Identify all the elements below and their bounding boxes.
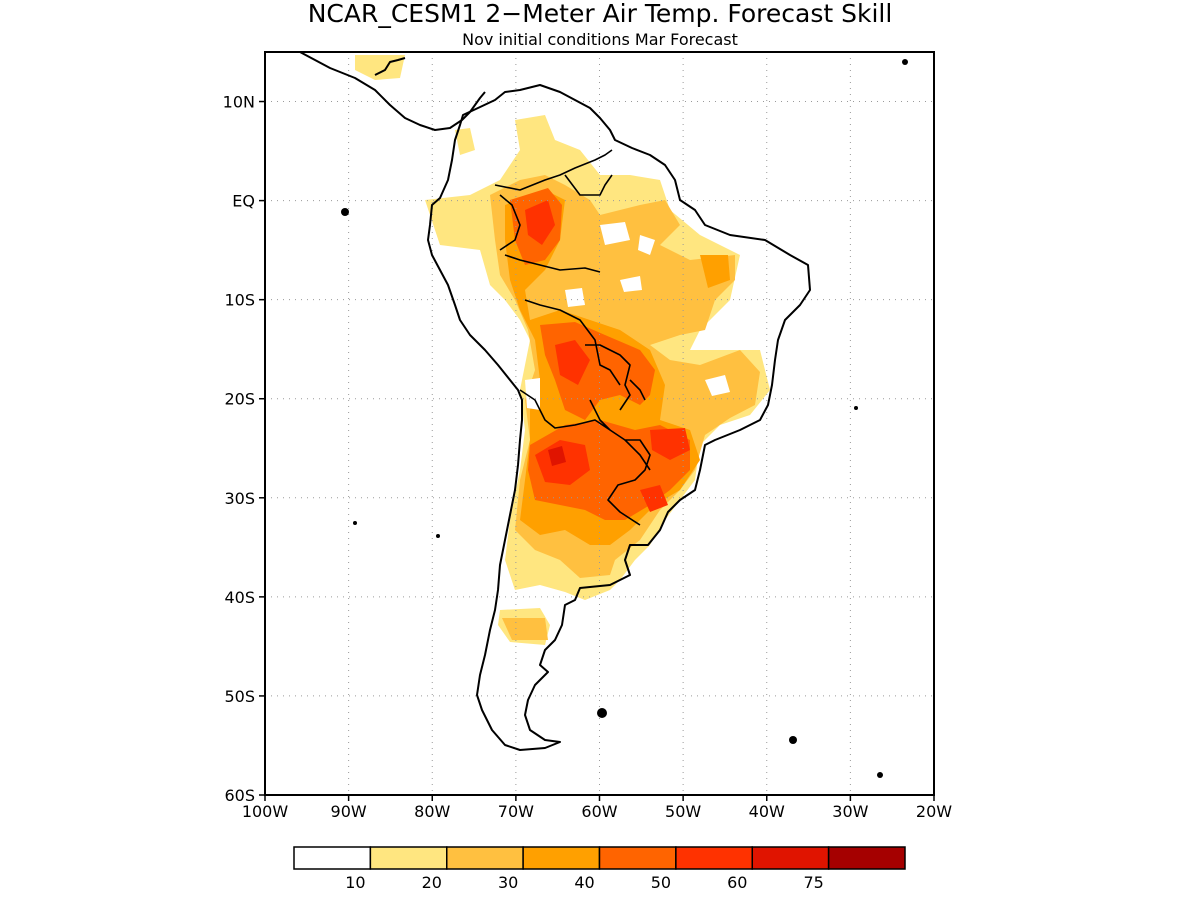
lat-tick-label: 30S: [224, 489, 255, 508]
lat-tick-label: 60S: [224, 786, 255, 805]
colorbar: 10 20 30 40 50 60 75: [293, 846, 906, 892]
island-sandwich: [877, 772, 883, 778]
galapagos-islands: [341, 208, 349, 216]
skill-peak-uruguay: [640, 485, 668, 512]
colorbar-label: 60: [727, 873, 747, 892]
lat-tick-label: 50S: [224, 687, 255, 706]
island-juan-fernandez: [436, 534, 440, 538]
colorbar-label: 50: [651, 873, 671, 892]
skill-peak-amazon: [525, 200, 555, 245]
skill-max-chaco: [548, 446, 566, 466]
skill-gap-amazon-1: [600, 222, 630, 245]
skill-gap-amazon-2: [565, 288, 585, 307]
colorbar-label: 30: [498, 873, 518, 892]
lon-tick-label: 40W: [749, 802, 785, 821]
skill-gap-amazon-3: [638, 235, 655, 255]
falkland-islands: [597, 708, 607, 718]
lon-tick-label: 100W: [242, 802, 289, 821]
skill-peak-bolivia: [555, 340, 590, 385]
colorbar-swatch: [827, 846, 906, 870]
colorbar-swatch: [522, 846, 601, 870]
lon-tick-label: 70W: [498, 802, 534, 821]
colorbar-swatch: [369, 846, 448, 870]
island-sw-atlantic: [902, 59, 908, 65]
skill-area-northeast-brazil: [700, 255, 730, 288]
lon-tick-label: 80W: [414, 802, 450, 821]
lon-tick-label: 60W: [581, 802, 617, 821]
central-america-coastline: [299, 52, 486, 131]
skill-gap-brazil-2: [620, 276, 642, 292]
colorbar-swatch: [446, 846, 524, 870]
colorbar-label: 75: [803, 873, 823, 892]
figure-title: NCAR_CESM1 2−Meter Air Temp. Forecast Sk…: [308, 0, 893, 28]
colorbar-swatch: [675, 846, 753, 870]
lat-tick-label: 20S: [224, 390, 255, 409]
caribbean-coast-north: [374, 57, 406, 76]
lat-tick-label: EQ: [232, 192, 255, 211]
lon-tick-label: 90W: [331, 802, 367, 821]
island-fernando: [854, 406, 858, 410]
skill-area-pacific-coast: [435, 208, 470, 242]
south-georgia: [789, 736, 797, 744]
lon-tick-label: 20W: [916, 802, 952, 821]
coastlines: [299, 52, 811, 751]
skill-area-southern-patagonia: [502, 618, 548, 640]
lat-tick-label: 10N: [223, 93, 255, 112]
lon-tick-label: 30W: [832, 802, 868, 821]
lat-tick-label: 10S: [224, 291, 255, 310]
skill-field: [355, 55, 770, 645]
south-america-coastline: [427, 84, 811, 751]
colorbar-swatch: [293, 846, 372, 870]
colorbar-swatch: [598, 846, 677, 870]
skill-area-central-america: [455, 128, 475, 155]
colorbar-label: 40: [574, 873, 594, 892]
colorbar-label: 20: [422, 873, 442, 892]
colorbar-label: 10: [345, 873, 365, 892]
skill-peak-south-brazil: [650, 428, 690, 460]
longitude-axis: 100W 90W 80W 70W 60W 50W 40W 30W 20W: [242, 795, 952, 821]
latitude-axis: 10N EQ 10S 20S 30S 40S 50S 60S: [223, 93, 265, 805]
skill-gap-brazil-1: [705, 375, 730, 396]
lon-tick-label: 50W: [665, 802, 701, 821]
island-san-felix: [353, 521, 357, 525]
country-borders: [494, 149, 651, 526]
figure-subtitle: Nov initial conditions Mar Forecast: [462, 30, 738, 49]
colorbar-swatch: [751, 846, 830, 870]
islands: [341, 59, 908, 778]
lat-tick-label: 40S: [224, 588, 255, 607]
